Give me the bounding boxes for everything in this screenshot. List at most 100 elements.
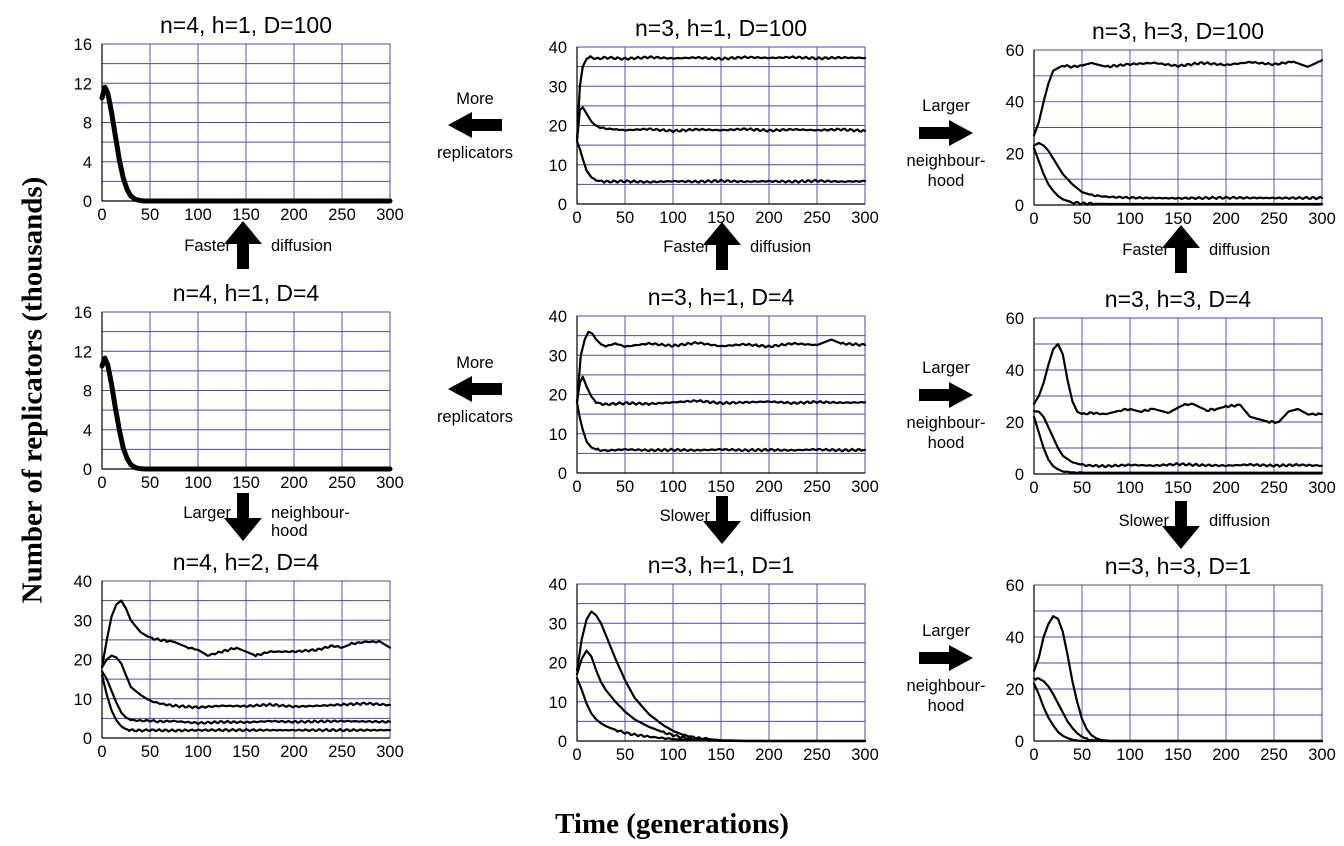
chart-panel: 0 50 100 150 200 250 300 0 10 20 30 40 n=4, h=2, D=4 <box>74 549 404 761</box>
arrow-up-icon <box>224 221 262 269</box>
y-tick-label: 40 <box>1006 94 1024 112</box>
y-tick-label: 40 <box>549 39 567 57</box>
series-line <box>575 140 867 184</box>
annotation-label: Larger <box>922 359 970 377</box>
x-tick-label: 150 <box>707 746 735 764</box>
x-tick-label: 150 <box>232 206 260 224</box>
x-tick-label: 0 <box>1029 479 1038 497</box>
annotation-a10: Slower diffusion <box>1119 501 1270 549</box>
chart-title: n=3, h=1, D=1 <box>648 552 794 578</box>
y-tick-label: 4 <box>83 154 92 172</box>
annotation-label: Slower <box>660 507 711 525</box>
x-tick-label: 100 <box>659 746 687 764</box>
x-tick-label: 250 <box>1260 479 1288 497</box>
y-tick-label: 30 <box>549 615 567 633</box>
y-tick-label: 0 <box>558 733 567 751</box>
arrow-right-icon <box>919 645 973 671</box>
x-tick-label: 200 <box>755 746 783 764</box>
series-line <box>1032 147 1324 206</box>
x-tick-label: 0 <box>97 206 106 224</box>
annotation-label: neighbour- <box>907 414 986 432</box>
y-tick-label: 20 <box>1006 681 1024 699</box>
chart-title: n=3, h=1, D=4 <box>648 284 795 310</box>
x-tick-label: 0 <box>97 743 106 761</box>
annotation-label: Larger <box>922 97 970 115</box>
x-tick-label: 0 <box>572 209 581 227</box>
x-tick-label: 150 <box>707 209 735 227</box>
chart-title: n=4, h=2, D=4 <box>173 549 320 575</box>
y-tick-label: 12 <box>74 343 92 361</box>
series-line <box>575 375 867 407</box>
x-tick-label: 150 <box>1164 210 1192 228</box>
arrow-down-icon <box>703 496 741 544</box>
series-line <box>1032 682 1324 743</box>
y-tick-label: 0 <box>83 193 92 211</box>
y-tick-label: 0 <box>83 730 92 748</box>
chart-title: n=3, h=3, D=1 <box>1105 553 1251 579</box>
y-tick-label: 8 <box>83 383 92 401</box>
x-tick-label: 150 <box>232 474 260 492</box>
annotation-label: replicators <box>437 144 513 162</box>
x-tick-label: 250 <box>803 209 831 227</box>
y-tick-label: 40 <box>1006 362 1024 380</box>
series-line <box>100 654 392 710</box>
arrow-left-icon <box>448 112 502 138</box>
annotation-a5: Faster diffusion <box>1122 225 1270 273</box>
x-tick-label: 100 <box>659 478 687 496</box>
x-tick-label: 100 <box>184 206 212 224</box>
series-line <box>1032 59 1324 137</box>
annotation-label: Slower <box>1119 512 1170 530</box>
y-tick-label: 40 <box>74 573 92 591</box>
chart-panel: 0 50 100 150 200 250 300 0 10 20 30 40 n=3, h=1, D=4 <box>549 284 879 496</box>
y-tick-label: 40 <box>1006 629 1024 647</box>
series-line <box>99 84 393 204</box>
annotation-a11: Larger neighbour-hood <box>907 622 986 715</box>
x-tick-label: 300 <box>851 209 879 227</box>
annotation-label: hood <box>928 172 965 190</box>
series-line <box>575 401 867 453</box>
x-tick-label: 200 <box>1212 210 1240 228</box>
y-tick-label: 10 <box>549 426 567 444</box>
x-tick-label: 150 <box>232 743 260 761</box>
y-tick-label: 30 <box>74 612 92 630</box>
x-tick-label: 300 <box>851 478 879 496</box>
chart-title: n=3, h=3, D=4 <box>1105 286 1252 312</box>
annotation-label: Larger <box>183 504 231 522</box>
y-tick-label: 0 <box>1015 466 1024 484</box>
x-tick-label: 200 <box>1212 746 1240 764</box>
annotation-label: diffusion <box>750 238 811 256</box>
y-tick-label: 16 <box>74 304 92 322</box>
y-tick-label: 40 <box>549 308 567 326</box>
x-tick-label: 100 <box>184 474 212 492</box>
x-tick-label: 50 <box>1073 746 1091 764</box>
x-tick-label: 200 <box>755 209 783 227</box>
x-tick-label: 300 <box>376 206 404 224</box>
chart-title: n=4, h=1, D=100 <box>160 12 332 38</box>
x-tick-label: 0 <box>572 746 581 764</box>
annotation-label: diffusion <box>1209 512 1270 530</box>
annotation-label: diffusion <box>271 237 332 255</box>
x-tick-label: 200 <box>280 206 308 224</box>
y-tick-label: 20 <box>549 387 567 405</box>
x-tick-label: 150 <box>1164 479 1192 497</box>
chart-title: n=4, h=1, D=4 <box>173 280 320 306</box>
series-line <box>575 330 867 404</box>
series-line <box>100 670 392 725</box>
annotation-label: Faster <box>184 237 231 255</box>
chart-panel: 0 50 100 150 200 250 300 0 20 40 60 n=3, h=3, D=100 <box>1006 18 1336 228</box>
x-tick-label: 250 <box>328 743 356 761</box>
chart-panel: 0 50 100 150 200 250 300 0 20 40 60 n=3, h=3, D=1 <box>1006 553 1336 764</box>
y-tick-label: 60 <box>1006 577 1024 595</box>
x-tick-label: 50 <box>1073 479 1091 497</box>
annotation-a4: Faster diffusion <box>663 222 811 270</box>
x-tick-label: 0 <box>572 478 581 496</box>
arrow-up-icon <box>703 222 741 270</box>
chart-panel: 0 50 100 150 200 250 300 0 20 40 60 n=3, h=3, D=4 <box>1006 286 1336 497</box>
y-tick-label: 4 <box>83 422 92 440</box>
x-tick-label: 100 <box>184 743 212 761</box>
y-tick-label: 0 <box>558 465 567 483</box>
x-tick-label: 300 <box>376 743 404 761</box>
annotation-a9: Slower diffusion <box>660 496 811 544</box>
x-tick-label: 250 <box>328 474 356 492</box>
